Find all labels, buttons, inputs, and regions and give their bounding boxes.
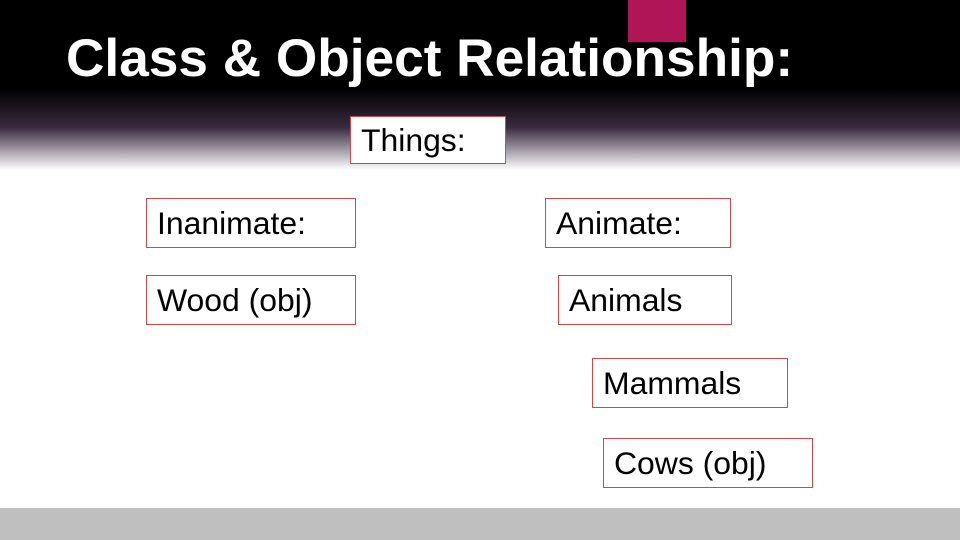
slide-title: Class & Object Relationship: — [66, 28, 793, 89]
node-mammals: Mammals — [592, 358, 788, 408]
node-things: Things: — [350, 116, 506, 164]
node-label: Cows (obj) — [614, 445, 766, 482]
node-label: Animate: — [556, 205, 682, 242]
footer-bar — [0, 508, 960, 540]
node-label: Mammals — [603, 365, 741, 402]
node-animate: Animate: — [545, 198, 731, 248]
node-label: Animals — [569, 282, 682, 319]
node-wood: Wood (obj) — [146, 275, 356, 325]
node-inanimate: Inanimate: — [146, 198, 356, 248]
node-animals: Animals — [558, 275, 732, 325]
node-cows: Cows (obj) — [603, 438, 813, 488]
node-label: Inanimate: — [157, 205, 306, 242]
node-label: Things: — [361, 122, 466, 159]
node-label: Wood (obj) — [157, 282, 312, 319]
